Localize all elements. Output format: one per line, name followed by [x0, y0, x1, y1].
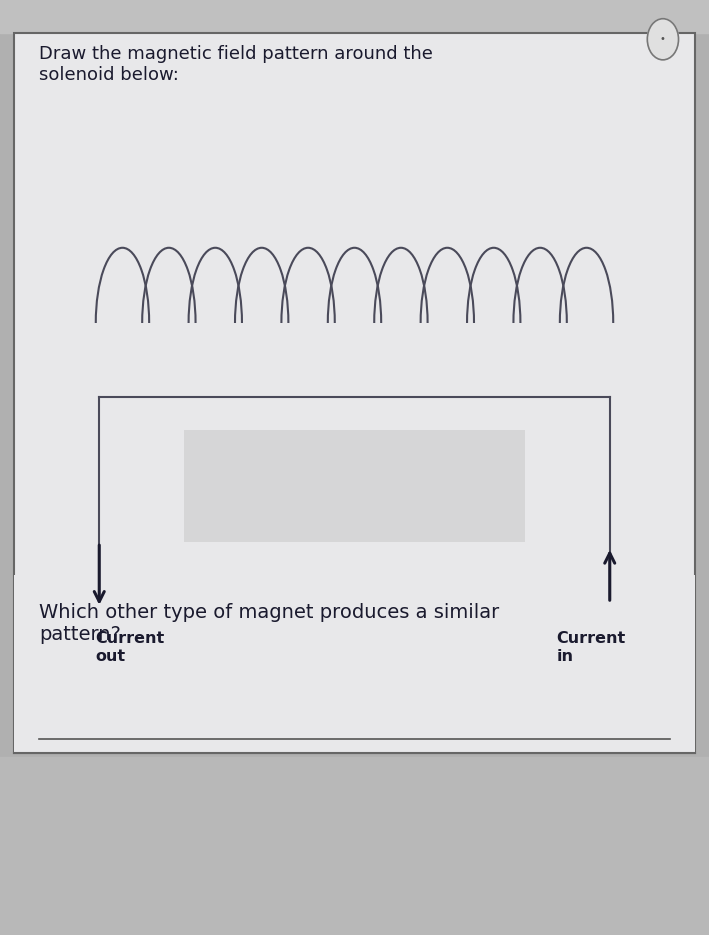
FancyBboxPatch shape	[14, 33, 695, 753]
Circle shape	[647, 19, 679, 60]
Text: Current
in: Current in	[557, 631, 626, 664]
Text: Which other type of magnet produces a similar
pattern?: Which other type of magnet produces a si…	[39, 603, 499, 644]
Text: Current
out: Current out	[96, 631, 165, 664]
FancyBboxPatch shape	[92, 323, 617, 416]
Text: •: •	[660, 35, 666, 44]
FancyBboxPatch shape	[14, 575, 695, 753]
FancyBboxPatch shape	[184, 430, 525, 542]
Text: Draw the magnetic field pattern around the
solenoid below:: Draw the magnetic field pattern around t…	[39, 45, 433, 83]
